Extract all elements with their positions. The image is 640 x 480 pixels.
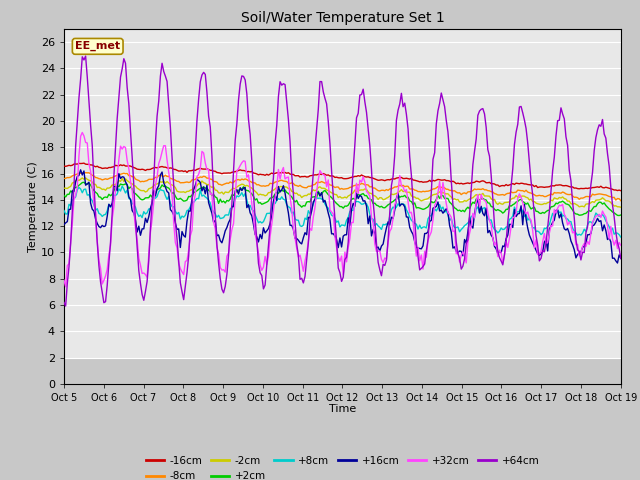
Y-axis label: Temperature (C): Temperature (C) [28, 161, 38, 252]
Title: Soil/Water Temperature Set 1: Soil/Water Temperature Set 1 [241, 11, 444, 25]
Text: EE_met: EE_met [75, 41, 120, 51]
Bar [64, 358, 621, 384]
Legend: -16cm, -8cm, -2cm, +2cm, +8cm, +16cm, +32cm, +64cm: -16cm, -8cm, -2cm, +2cm, +8cm, +16cm, +3… [141, 452, 543, 480]
X-axis label: Time: Time [329, 405, 356, 414]
